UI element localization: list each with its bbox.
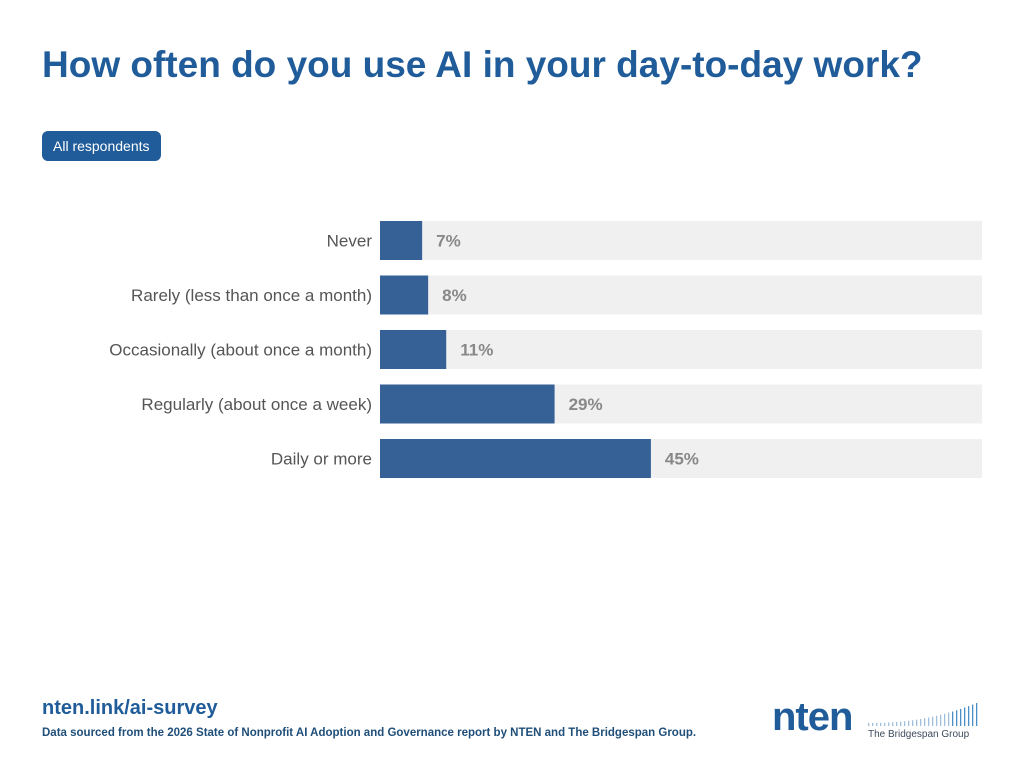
bar-track — [380, 221, 982, 260]
data-label: 45% — [665, 450, 699, 469]
bar-track — [380, 330, 982, 369]
logo-stroke — [916, 719, 918, 726]
data-label: 8% — [442, 286, 467, 305]
logo-stroke — [948, 712, 950, 726]
category-label: Regularly (about once a week) — [141, 395, 372, 414]
logo-stroke — [976, 703, 978, 726]
logo-stroke — [900, 721, 902, 726]
logo-stroke — [940, 714, 942, 726]
survey-link[interactable]: nten.link/ai-survey — [42, 697, 218, 719]
logo-stroke — [880, 722, 882, 726]
bridgespan-logo-mark — [868, 703, 978, 726]
logo-stroke — [888, 722, 890, 726]
logo-stroke — [872, 722, 874, 726]
bar — [380, 439, 651, 478]
logo-stroke — [920, 718, 922, 726]
bar-chart: Never 7% Rarely (less than once a month) 8%… — [109, 221, 982, 478]
logo-stroke — [892, 722, 894, 726]
data-label: 7% — [436, 232, 461, 251]
logo-stroke — [944, 713, 946, 726]
bar — [380, 221, 423, 260]
data-label: 11% — [460, 341, 493, 360]
category-label: Rarely (less than once a month) — [131, 286, 372, 305]
bridgespan-logo-text: The Bridgespan Group — [868, 729, 970, 740]
logo-stroke — [896, 721, 898, 726]
bar — [380, 330, 447, 369]
bar — [380, 384, 555, 424]
logo-stroke — [972, 704, 974, 726]
logo-stroke — [968, 706, 970, 726]
logo-stroke — [908, 720, 910, 726]
logo-stroke — [876, 722, 878, 726]
bridgespan-logo: The Bridgespan Group — [866, 703, 982, 741]
bar-track — [380, 275, 982, 315]
logo-stroke — [904, 721, 906, 726]
data-source-note: Data sourced from the 2026 State of Nonp… — [42, 727, 697, 739]
logo-stroke — [932, 716, 934, 726]
category-label: Occasionally (about once a month) — [109, 341, 372, 360]
logo-stroke — [868, 723, 870, 726]
logo-stroke — [928, 717, 930, 726]
nten-logo: nten — [772, 695, 853, 739]
data-label: 29% — [569, 395, 603, 414]
logo-stroke — [964, 707, 966, 726]
category-label: Never — [327, 232, 373, 251]
logo-stroke — [960, 708, 962, 726]
logo-stroke — [884, 722, 886, 726]
logo-stroke — [924, 718, 926, 726]
logo-stroke — [912, 720, 914, 726]
category-label: Daily or more — [271, 450, 372, 469]
logo-stroke — [956, 710, 958, 726]
logo-stroke — [952, 711, 954, 726]
bar — [380, 275, 429, 315]
page-title: How often do you use AI in your day-to-d… — [42, 44, 923, 85]
filter-all-respondents-button[interactable]: All respondents — [42, 131, 161, 161]
logo-stroke — [936, 715, 938, 726]
